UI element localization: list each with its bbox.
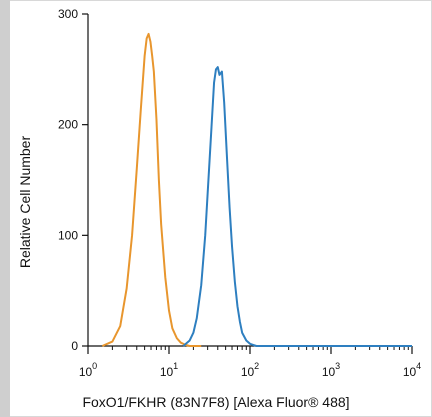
y-ticks: 0 100 200 300	[58, 7, 88, 353]
x-tick-label: 101	[160, 361, 178, 379]
y-tick-label: 100	[58, 228, 78, 242]
x-tick-label: 100	[79, 361, 97, 379]
y-tick-label: 0	[71, 339, 78, 353]
x-tick-label: 103	[322, 361, 340, 379]
x-tick-label: 102	[241, 361, 259, 379]
y-axis-label: Relative Cell Number	[17, 136, 33, 269]
series-lines	[101, 32, 412, 347]
y-tick-label: 300	[58, 7, 78, 21]
x-ticks: 100 101 102 103 104	[79, 346, 421, 379]
x-axis-label: FoxO1/FKHR (83N7F8) [Alexa Fluor® 488]	[82, 394, 350, 410]
y-tick-label: 200	[58, 118, 78, 132]
x-tick-label: 104	[403, 361, 421, 379]
series-line-orange	[101, 32, 202, 347]
left-edge-bar	[0, 0, 10, 417]
series-line-blue	[182, 66, 412, 347]
